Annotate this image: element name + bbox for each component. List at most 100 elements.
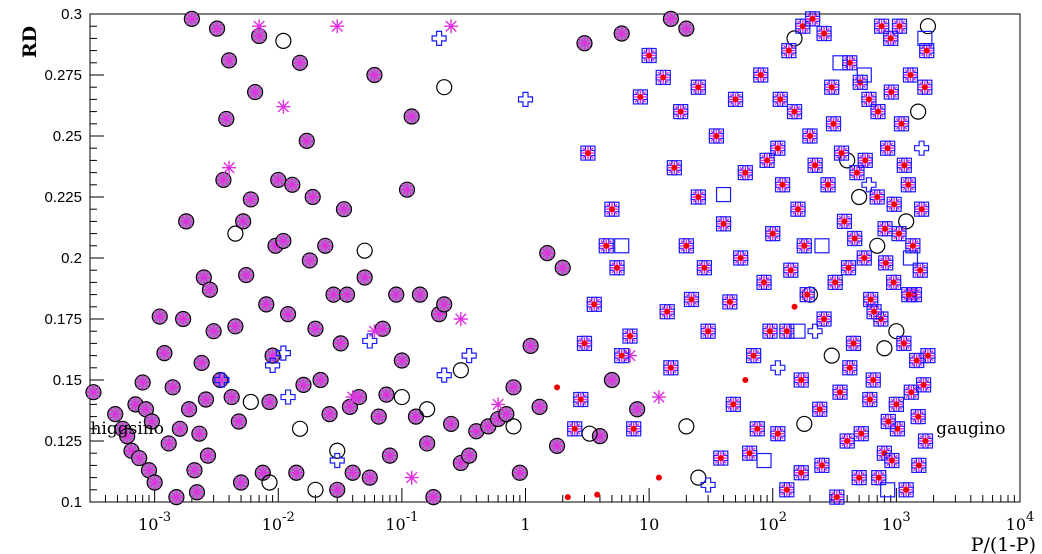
marker-dot <box>630 425 637 432</box>
marker-dot <box>816 406 823 413</box>
marker-cross <box>517 91 534 107</box>
marker-star <box>289 465 304 480</box>
marker-star <box>404 109 419 124</box>
marker-cross <box>275 345 291 361</box>
marker-dot <box>742 169 749 176</box>
marker-star <box>412 287 427 302</box>
annotation-label: higgsino <box>90 419 164 439</box>
marker-circle <box>876 340 893 357</box>
marker-star <box>161 436 176 451</box>
y-tick-label: 0.25 <box>53 128 82 145</box>
marker-star <box>630 402 645 417</box>
marker-dot <box>667 364 674 371</box>
marker-star <box>299 133 314 148</box>
marker-dot <box>705 328 712 335</box>
marker-dot <box>888 457 895 464</box>
marker-dot <box>577 396 584 403</box>
marker-dot <box>664 308 671 315</box>
marker-cross <box>362 333 378 349</box>
x-tick-base: 10 <box>262 515 282 534</box>
marker-dot <box>618 352 625 359</box>
marker-dot <box>785 47 792 54</box>
marker-dot <box>787 267 794 274</box>
marker-square <box>756 452 772 469</box>
marker-dot <box>874 194 881 200</box>
marker-dot <box>861 255 868 261</box>
marker-dot <box>769 230 776 237</box>
marker-star <box>318 238 333 253</box>
marker-dot <box>812 162 819 169</box>
y-tick-label: 0.225 <box>44 189 82 206</box>
marker-dot <box>794 206 801 213</box>
marker-dot <box>850 340 857 347</box>
marker-star <box>622 348 637 363</box>
marker-circle <box>393 388 410 406</box>
marker-dot <box>732 96 739 103</box>
marker-star <box>252 28 267 43</box>
marker-star <box>400 182 415 197</box>
marker-dot <box>701 264 708 271</box>
marker-star <box>124 443 139 458</box>
marker-dot <box>837 389 844 396</box>
marker-star <box>276 233 291 248</box>
marker-square <box>614 238 630 254</box>
marker-star <box>239 268 254 283</box>
marker-star <box>141 463 156 478</box>
marker-square <box>715 186 732 203</box>
marker-cross <box>807 323 823 339</box>
marker-dot <box>825 181 832 188</box>
marker-dot <box>777 96 784 103</box>
marker-circle <box>823 347 840 364</box>
marker-cross <box>431 30 447 46</box>
marker-circle <box>910 103 927 120</box>
marker-star <box>187 463 202 478</box>
marker-star <box>176 312 191 326</box>
marker-dot <box>791 108 798 115</box>
marker-dot <box>833 494 840 501</box>
marker-star <box>523 338 538 353</box>
x-tick-label: 104 <box>1006 510 1035 534</box>
x-tick-label: 1 <box>520 515 530 534</box>
marker-star <box>336 202 351 217</box>
marker-dot <box>920 381 927 388</box>
marker-star <box>179 214 194 229</box>
marker-dot <box>828 84 835 91</box>
marker-star <box>469 424 484 439</box>
marker-dot <box>866 396 873 403</box>
marker-dot <box>853 169 860 176</box>
marker-star <box>444 416 459 431</box>
marker-cross <box>770 360 786 376</box>
marker-circle <box>505 418 522 435</box>
marker-dot <box>809 15 816 22</box>
marker-star <box>115 421 130 436</box>
marker-dot <box>913 357 920 364</box>
marker-dot <box>783 486 790 493</box>
marker-star <box>265 348 280 363</box>
marker-star <box>120 429 135 444</box>
marker-star <box>426 490 441 505</box>
marker-dot <box>626 333 633 340</box>
marker-dot <box>856 474 863 481</box>
marker-dot <box>594 491 601 498</box>
marker-star <box>206 324 221 339</box>
marker-star <box>255 465 270 480</box>
marker-star <box>243 192 258 207</box>
marker-star <box>404 470 419 485</box>
marker-star <box>394 353 409 368</box>
marker-star <box>281 307 296 322</box>
marker-star <box>663 11 678 26</box>
marker-star <box>152 309 167 324</box>
marker-star <box>362 470 377 485</box>
marker-dot <box>887 35 894 42</box>
marker-dot <box>846 59 853 66</box>
marker-dot <box>882 225 889 232</box>
x-tick-base: 10 <box>639 515 659 534</box>
marker-cross <box>861 177 877 193</box>
marker-star <box>506 380 521 395</box>
marker-dot <box>900 340 907 347</box>
marker-dot <box>867 296 874 303</box>
marker-dot <box>730 401 737 408</box>
x-tick-exponent: 3 <box>902 510 910 525</box>
marker-dot <box>655 474 662 481</box>
